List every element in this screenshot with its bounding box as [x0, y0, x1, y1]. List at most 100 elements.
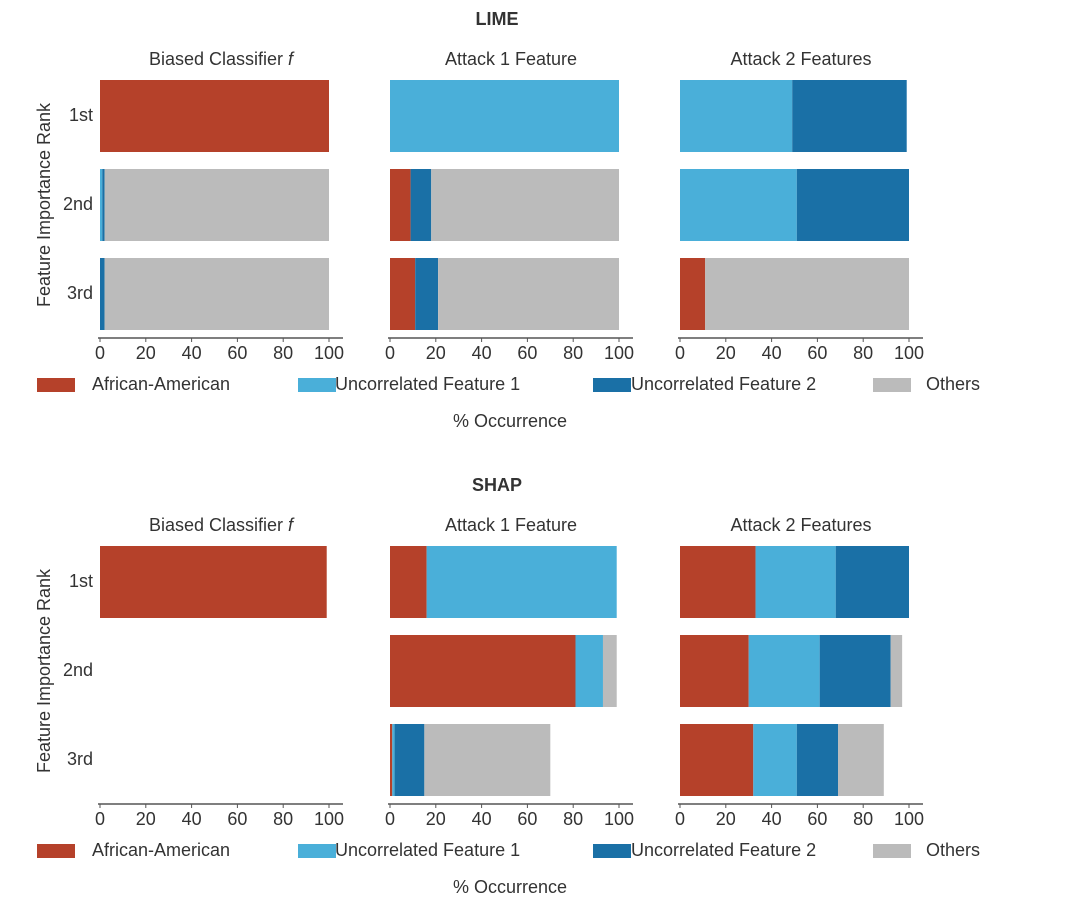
- x-tick-label: 0: [385, 343, 395, 363]
- legend-label: Uncorrelated Feature 2: [631, 374, 816, 394]
- x-tick-label: 60: [517, 343, 537, 363]
- bar-segment: [575, 635, 603, 707]
- x-tick-label: 100: [604, 809, 634, 829]
- panel-title-italic: f: [288, 515, 295, 535]
- x-tick-label: 0: [675, 343, 685, 363]
- x-tick-label: 100: [314, 343, 344, 363]
- legend-swatch: [37, 844, 75, 858]
- x-tick-label: 20: [136, 809, 156, 829]
- legend-swatch: [873, 378, 911, 392]
- y-tick-label: 1st: [69, 571, 93, 591]
- bar-segment: [390, 258, 416, 330]
- legend-swatch: [298, 844, 336, 858]
- legend-swatch: [593, 844, 631, 858]
- panel-title-text: Attack 1 Feature: [445, 49, 577, 69]
- x-tick-label: 0: [95, 343, 105, 363]
- x-tick-label: 20: [426, 809, 446, 829]
- bar-segment: [602, 635, 617, 707]
- legend-label: Others: [926, 840, 980, 860]
- bar-segment: [796, 169, 909, 241]
- panel-title-text: Attack 2 Features: [730, 49, 871, 69]
- bar-segment: [390, 724, 393, 796]
- x-tick-label: 60: [227, 343, 247, 363]
- bar-segment: [394, 724, 425, 796]
- panel-title-italic: f: [288, 49, 295, 69]
- y-axis-label: Feature Importance Rank: [34, 568, 54, 773]
- x-tick-label: 100: [314, 809, 344, 829]
- y-axis-label: Feature Importance Rank: [34, 102, 54, 307]
- bar-segment: [104, 169, 329, 241]
- y-tick-label: 3rd: [67, 283, 93, 303]
- bar-segment: [390, 546, 427, 618]
- bar-segment: [680, 80, 793, 152]
- y-tick-label: 2nd: [63, 194, 93, 214]
- figure-title: LIME: [476, 9, 519, 29]
- bar-segment: [415, 258, 439, 330]
- figure-title: SHAP: [472, 475, 522, 495]
- bar-segment: [390, 169, 411, 241]
- bar-segment: [680, 258, 706, 330]
- panel-title: Attack 1 Feature: [445, 515, 577, 535]
- x-tick-label: 40: [762, 343, 782, 363]
- bar-segment: [819, 635, 891, 707]
- x-tick-label: 40: [182, 809, 202, 829]
- y-tick-label: 3rd: [67, 749, 93, 769]
- legend-label: African-American: [92, 840, 230, 860]
- bar-segment: [424, 724, 551, 796]
- bar-segment: [392, 724, 395, 796]
- panel-title: Attack 1 Feature: [445, 49, 577, 69]
- bar-segment: [390, 80, 619, 152]
- legend-swatch: [873, 844, 911, 858]
- panel-title-text: Biased Classifier: [149, 515, 283, 535]
- x-axis-label: % Occurrence: [453, 877, 567, 897]
- bar-segment: [705, 258, 909, 330]
- x-tick-label: 80: [273, 809, 293, 829]
- bar-segment: [438, 258, 619, 330]
- bar-segment: [100, 80, 329, 152]
- legend-swatch: [593, 378, 631, 392]
- x-tick-label: 80: [853, 343, 873, 363]
- bar-segment: [390, 635, 576, 707]
- x-tick-label: 80: [273, 343, 293, 363]
- bar-segment: [890, 635, 903, 707]
- bar-segment: [753, 724, 797, 796]
- legend-label: Uncorrelated Feature 1: [335, 840, 520, 860]
- x-tick-label: 80: [563, 809, 583, 829]
- bar-segment: [680, 724, 754, 796]
- panel-title-text: Biased Classifier: [149, 49, 283, 69]
- bar-segment: [835, 546, 909, 618]
- panel-title: Biased Classifier f: [149, 49, 295, 69]
- bar-segment: [410, 169, 432, 241]
- x-tick-label: 60: [807, 343, 827, 363]
- legend-label: Uncorrelated Feature 2: [631, 840, 816, 860]
- bar-segment: [680, 635, 749, 707]
- panel-title: Attack 2 Features: [730, 515, 871, 535]
- legend-label: African-American: [92, 374, 230, 394]
- bar-segment: [100, 546, 327, 618]
- x-tick-label: 40: [472, 343, 492, 363]
- bar-segment: [838, 724, 884, 796]
- bar-segment: [104, 258, 329, 330]
- bar-segment: [755, 546, 836, 618]
- x-tick-label: 80: [853, 809, 873, 829]
- x-tick-label: 60: [807, 809, 827, 829]
- bar-segment: [792, 80, 907, 152]
- bar-segment: [748, 635, 820, 707]
- x-tick-label: 20: [136, 343, 156, 363]
- legend-label: Uncorrelated Feature 1: [335, 374, 520, 394]
- bar-segment: [431, 169, 619, 241]
- panel-title: Attack 2 Features: [730, 49, 871, 69]
- x-tick-label: 0: [675, 809, 685, 829]
- x-tick-label: 20: [426, 343, 446, 363]
- bar-segment: [680, 546, 756, 618]
- x-tick-label: 20: [716, 343, 736, 363]
- panel-title-text: Attack 2 Features: [730, 515, 871, 535]
- x-tick-label: 100: [894, 343, 924, 363]
- x-tick-label: 60: [227, 809, 247, 829]
- x-tick-label: 100: [894, 809, 924, 829]
- bar-segment: [796, 724, 839, 796]
- y-tick-label: 2nd: [63, 660, 93, 680]
- x-tick-label: 0: [95, 809, 105, 829]
- bar-segment: [100, 169, 103, 241]
